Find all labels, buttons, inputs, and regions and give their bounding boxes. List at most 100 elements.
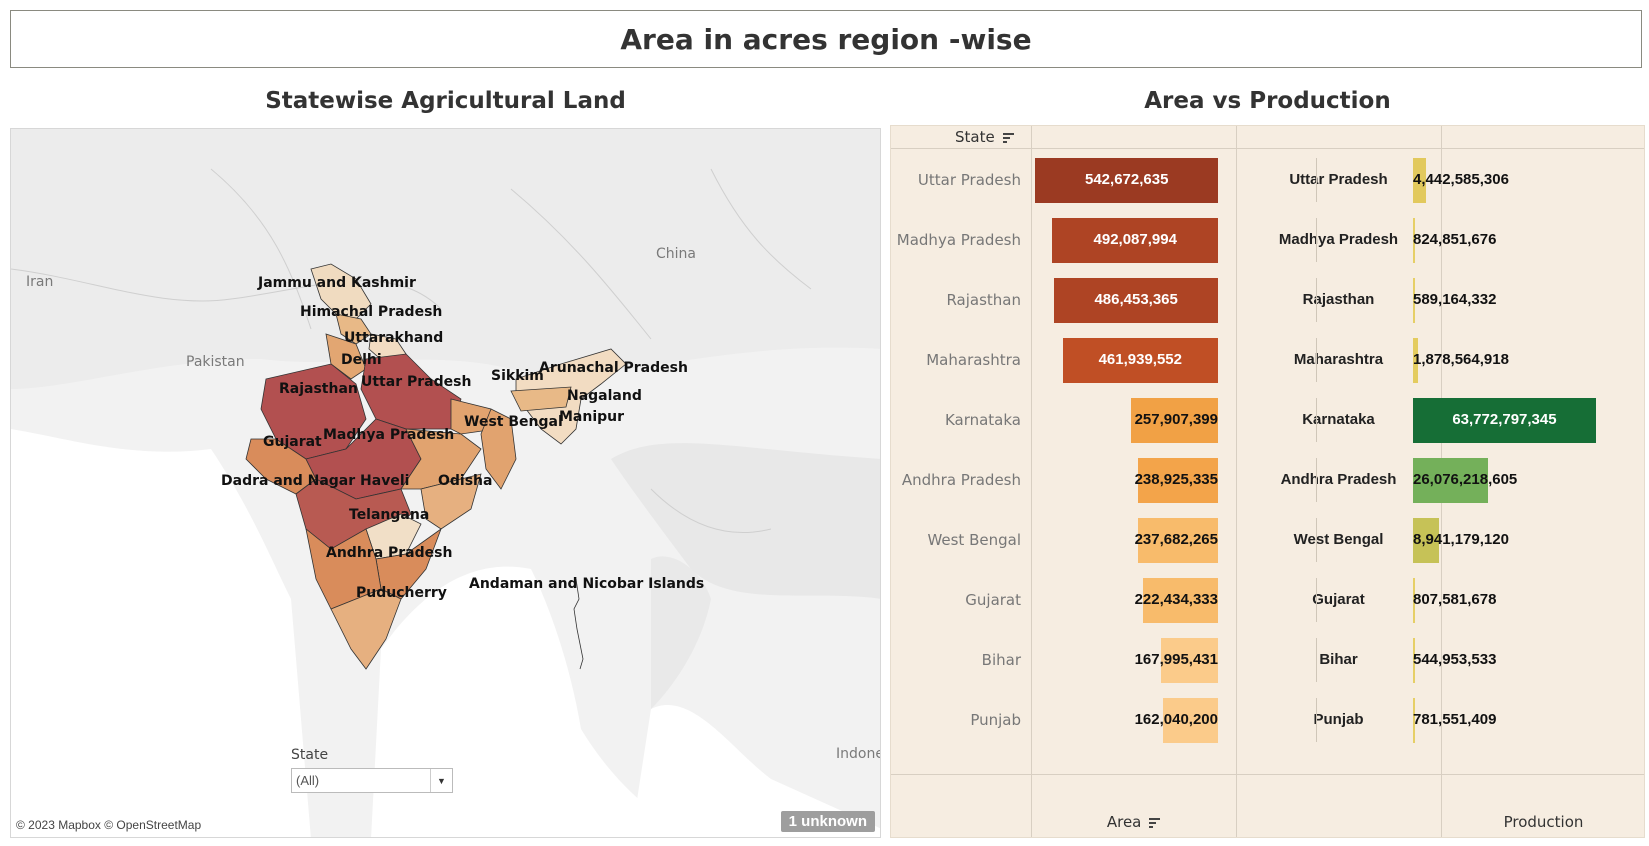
zero-tick (1316, 398, 1317, 442)
production-row-label[interactable]: Bihar (1319, 651, 1358, 668)
area-bar[interactable] (1161, 637, 1218, 683)
production-row-label[interactable]: Uttar Pradesh (1289, 171, 1388, 188)
area-data-label: 237,682,265 (1134, 531, 1218, 548)
map-label-dadra-nagar-haveli: Dadra and Nagar Haveli (221, 473, 410, 489)
map-label-uttarakhand: Uttarakhand (344, 330, 444, 346)
production-data-label: 4,442,585,306 (1413, 171, 1509, 188)
area-vs-production-chart[interactable]: State Area Production Uttar Pradesh 542,6… (890, 125, 1645, 838)
production-data-label: 544,953,533 (1413, 651, 1497, 668)
production-bar[interactable] (1413, 577, 1416, 623)
production-bar[interactable] (1413, 637, 1415, 683)
zero-tick (1316, 458, 1317, 502)
zero-tick (1316, 578, 1317, 622)
header-divider (891, 148, 1644, 149)
production-bar[interactable] (1413, 277, 1415, 323)
production-data-label: 589,164,332 (1413, 291, 1497, 308)
row-label-state[interactable]: Punjab (970, 711, 1021, 729)
map-label-puducherry: Puducherry (356, 585, 447, 601)
production-row-label[interactable]: Karnataka (1302, 411, 1375, 428)
country-label-china: China (656, 246, 696, 262)
state-filter-dropdown[interactable]: (All) ▼ (291, 768, 453, 793)
row-label-state[interactable]: Uttar Pradesh (917, 171, 1021, 189)
row-label-state[interactable]: Bihar (981, 651, 1021, 669)
map-label-gujarat: Gujarat (263, 434, 322, 450)
map-label-andaman-nicobar: Andaman and Nicobar Islands (469, 576, 705, 592)
map-label-jammu-kashmir: Jammu and Kashmir (258, 275, 416, 291)
row-label-state[interactable]: Gujarat (965, 591, 1021, 609)
zero-tick (1316, 218, 1317, 262)
production-row-label[interactable]: West Bengal (1293, 531, 1384, 548)
production-data-label: 781,551,409 (1413, 711, 1497, 728)
area-bar[interactable] (1163, 697, 1218, 743)
india-state-map[interactable]: Iran Pakistan China Indone Jammu and Kas… (10, 128, 881, 838)
map-title: Statewise Agricultural Land (265, 88, 626, 114)
row-label-state[interactable]: Rajasthan (946, 291, 1021, 309)
map-label-arunachal-pradesh: Arunachal Pradesh (539, 360, 688, 376)
state-assam (510, 386, 572, 412)
state-filter-value: (All) (296, 773, 320, 788)
production-data-label: 1,878,564,918 (1413, 351, 1509, 368)
production-row-label[interactable]: Andhra Pradesh (1280, 471, 1397, 488)
zero-tick (1316, 638, 1317, 682)
production-bar[interactable] (1413, 457, 1488, 503)
map-label-manipur: Manipur (559, 409, 625, 425)
area-data-label: 542,672,635 (1085, 171, 1169, 188)
row-label-state[interactable]: Maharashtra (926, 351, 1021, 369)
production-bar[interactable] (1413, 697, 1416, 743)
dashboard-title: Area in acres region -wise (10, 10, 1642, 68)
country-label-indonesia: Indone (836, 746, 881, 762)
production-row-label[interactable]: Punjab (1313, 711, 1364, 728)
sort-icon[interactable] (1002, 133, 1014, 143)
production-bar[interactable] (1413, 217, 1416, 263)
map-label-odisha: Odisha (438, 473, 493, 489)
area-bar[interactable] (1143, 577, 1218, 623)
map-label-west-bengal: West Bengal (464, 414, 563, 430)
col-divider (1031, 126, 1032, 837)
production-bar[interactable] (1413, 337, 1419, 383)
area-bar[interactable] (1052, 217, 1218, 263)
area-bar[interactable] (1137, 457, 1218, 503)
state-andaman (573, 578, 584, 670)
area-data-label: 492,087,994 (1093, 231, 1177, 248)
production-row-label[interactable]: Madhya Pradesh (1278, 231, 1399, 248)
row-label-state[interactable]: Andhra Pradesh (901, 471, 1021, 489)
area-data-label: 162,040,200 (1134, 711, 1218, 728)
state-jammu-kashmir (310, 263, 372, 320)
zero-tick (1316, 338, 1317, 382)
row-label-state[interactable]: Karnataka (944, 411, 1021, 429)
col-header-production[interactable]: Production (1503, 813, 1584, 831)
area-bar[interactable] (1131, 397, 1218, 443)
area-data-label: 167,995,431 (1134, 651, 1218, 668)
chevron-down-icon[interactable]: ▼ (430, 769, 452, 792)
production-data-label: 8,941,179,120 (1413, 531, 1509, 548)
zero-tick (1316, 698, 1317, 742)
row-header-state[interactable]: State (955, 128, 1014, 146)
production-bar[interactable] (1413, 157, 1426, 203)
area-bar[interactable] (1062, 337, 1218, 383)
row-label-state[interactable]: Madhya Pradesh (896, 231, 1021, 249)
unknown-badge[interactable]: 1 unknown (780, 811, 875, 832)
area-bar[interactable] (1054, 277, 1218, 323)
production-row-label[interactable]: Maharashtra (1293, 351, 1384, 368)
col-header-area[interactable]: Area (1031, 813, 1236, 831)
map-label-delhi: Delhi (341, 352, 382, 368)
production-bar[interactable] (1413, 397, 1596, 443)
row-label-state[interactable]: West Bengal (927, 531, 1021, 549)
zero-tick (1316, 278, 1317, 322)
area-bar[interactable] (1138, 517, 1218, 563)
footer-divider (891, 774, 1644, 775)
country-label-pakistan: Pakistan (186, 354, 245, 370)
state-himachal (335, 313, 372, 345)
sort-icon[interactable] (1149, 818, 1161, 828)
area-bar[interactable] (1035, 157, 1218, 203)
country-label-iran: Iran (26, 274, 54, 290)
production-bar[interactable] (1413, 517, 1439, 563)
production-data-label: 26,076,218,605 (1413, 471, 1518, 488)
production-row-label[interactable]: Gujarat (1312, 591, 1365, 608)
map-attribution[interactable]: © 2023 Mapbox © OpenStreetMap (16, 818, 202, 832)
production-data-label: 824,851,676 (1413, 231, 1497, 248)
production-data-label: 63,772,797,345 (1452, 411, 1557, 428)
production-row-label[interactable]: Rajasthan (1302, 291, 1375, 308)
production-data-label: 807,581,678 (1413, 591, 1497, 608)
state-odisha (420, 473, 482, 530)
